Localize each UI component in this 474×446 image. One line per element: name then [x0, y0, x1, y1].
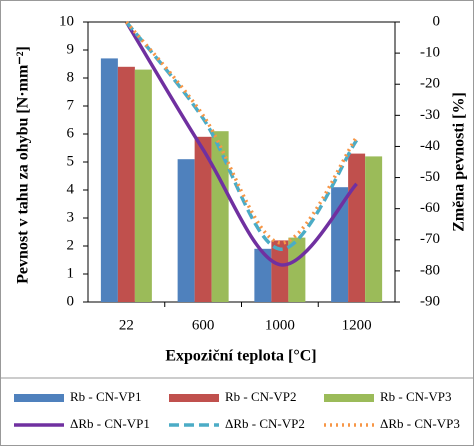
bar	[365, 156, 383, 302]
legend-label: Rb - CN-VP3	[380, 389, 452, 404]
y-tick-label: 5	[67, 153, 75, 169]
y2-tick-label: -30	[420, 107, 440, 123]
y-tick-label: 8	[67, 69, 75, 85]
line	[125, 20, 359, 245]
bar	[254, 248, 272, 302]
bar	[348, 153, 366, 302]
y2-axis-title: Změna pevnosti [%]	[451, 92, 468, 232]
bar	[134, 69, 152, 302]
legend-label: ΔRb - CN-VP2	[225, 416, 305, 431]
x-tick-label: 1200	[342, 317, 372, 333]
bar	[177, 159, 195, 302]
y2-tick-label: 0	[433, 13, 441, 29]
bar	[271, 240, 289, 302]
y-tick-label: 3	[67, 209, 75, 225]
y2-tick-label: -80	[420, 262, 440, 278]
y2-tick-label: -10	[420, 45, 440, 61]
y2-tick-label: -70	[420, 231, 440, 247]
y-tick-label: 0	[67, 293, 75, 309]
y2-tick-label: -90	[420, 293, 440, 309]
y-tick-label: 2	[67, 237, 75, 253]
legend-label: Rb - CN-VP2	[225, 389, 297, 404]
legend-swatch	[14, 394, 64, 402]
legend-swatch	[169, 394, 219, 402]
y-tick-label: 7	[67, 97, 75, 113]
y2-tick-label: -20	[420, 76, 440, 92]
x-tick-label: 600	[192, 317, 215, 333]
y-tick-label: 1	[67, 265, 75, 281]
y2-tick-label: -40	[420, 138, 440, 154]
line	[125, 20, 359, 251]
bar	[331, 187, 349, 302]
x-tick-label: 22	[119, 317, 134, 333]
y2-tick-label: -60	[420, 200, 440, 216]
y-tick-label: 4	[67, 181, 75, 197]
legend-swatch	[324, 394, 374, 402]
legend-label: Rb - CN-VP1	[70, 389, 142, 404]
y-tick-label: 9	[67, 41, 75, 57]
legend-label: ΔRb - CN-VP1	[70, 416, 150, 431]
bar	[288, 237, 306, 302]
bar	[117, 66, 135, 302]
y-tick-label: 10	[59, 13, 74, 29]
y2-tick-label: -50	[420, 169, 440, 185]
y-axis-title: Pevnost v tahu za ohybu [N·mm⁻²]	[15, 46, 32, 284]
line	[124, 21, 358, 267]
y-tick-label: 6	[67, 125, 75, 141]
x-tick-label: 1000	[265, 317, 295, 333]
bar	[100, 58, 118, 303]
x-axis-title: Expoziční teplota [°C]	[165, 348, 316, 365]
bar	[194, 136, 212, 302]
legend-label: ΔRb - CN-VP3	[380, 416, 460, 431]
